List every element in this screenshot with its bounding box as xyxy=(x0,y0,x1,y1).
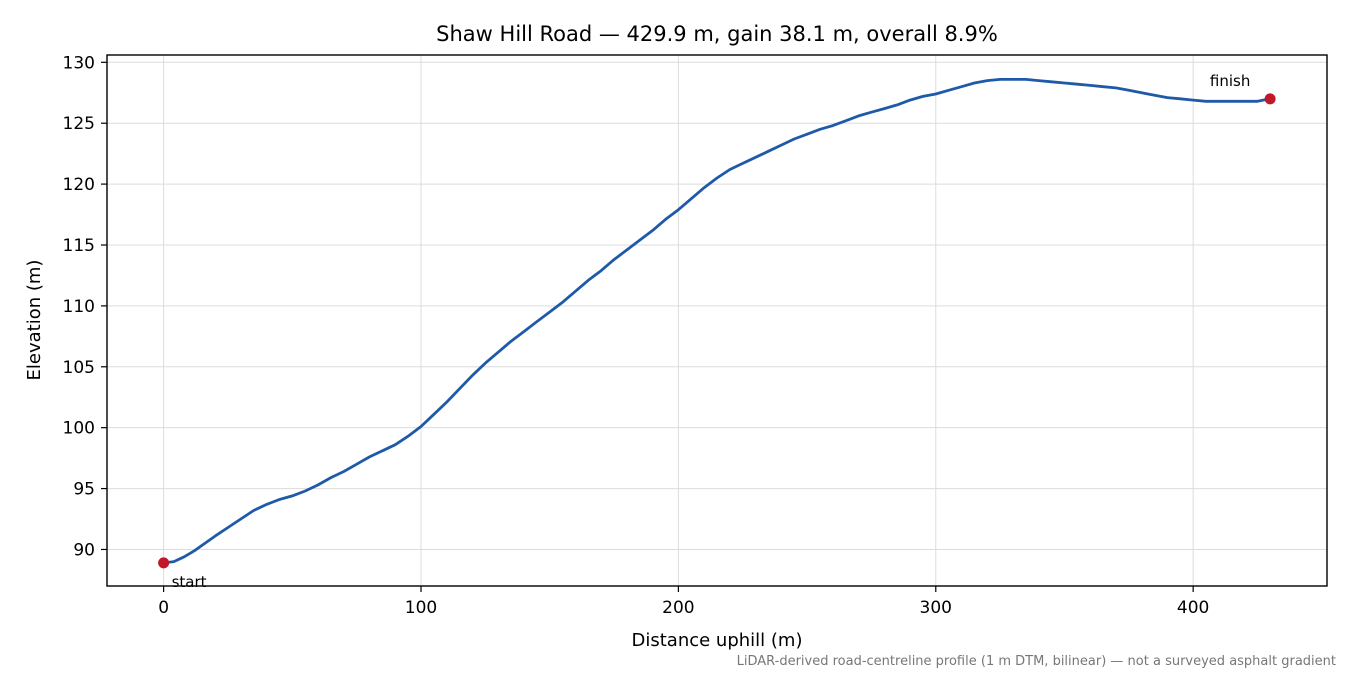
y-tick-label: 90 xyxy=(73,540,95,560)
x-axis-label: Distance uphill (m) xyxy=(632,630,803,651)
x-tick-label: 0 xyxy=(158,598,169,618)
y-tick-label: 120 xyxy=(63,175,95,195)
marker-layer: start finish xyxy=(158,72,1276,591)
y-tick-label: 105 xyxy=(63,358,95,378)
y-tick-label: 95 xyxy=(73,480,95,500)
y-tick-label: 100 xyxy=(63,419,95,439)
y-tick-label: 115 xyxy=(63,236,95,256)
y-tick-label: 130 xyxy=(63,53,95,73)
y-tick-label: 110 xyxy=(63,297,95,317)
tick-layer: 0 100 200 300 400 90 95 100 105 110 115 120 125 130 xyxy=(63,53,1210,618)
x-tick-label: 400 xyxy=(1177,598,1209,618)
elevation-line xyxy=(163,78,1271,565)
finish-marker xyxy=(1264,93,1276,105)
x-tick-label: 300 xyxy=(920,598,952,618)
chart-title: Shaw Hill Road — 429.9 m, gain 38.1 m, o… xyxy=(436,22,998,46)
y-tick-label: 125 xyxy=(63,114,95,134)
series-layer xyxy=(163,78,1271,565)
footnote: LiDAR-derived road-centreline profile (1… xyxy=(737,654,1336,669)
plot-frame xyxy=(106,54,1328,587)
grid xyxy=(107,55,1327,586)
y-axis-label: Elevation (m) xyxy=(24,260,45,381)
start-label: start xyxy=(172,573,207,591)
finish-label: finish xyxy=(1210,72,1250,90)
x-tick-label: 200 xyxy=(662,598,694,618)
start-marker xyxy=(158,557,170,569)
x-tick-label: 100 xyxy=(405,598,437,618)
